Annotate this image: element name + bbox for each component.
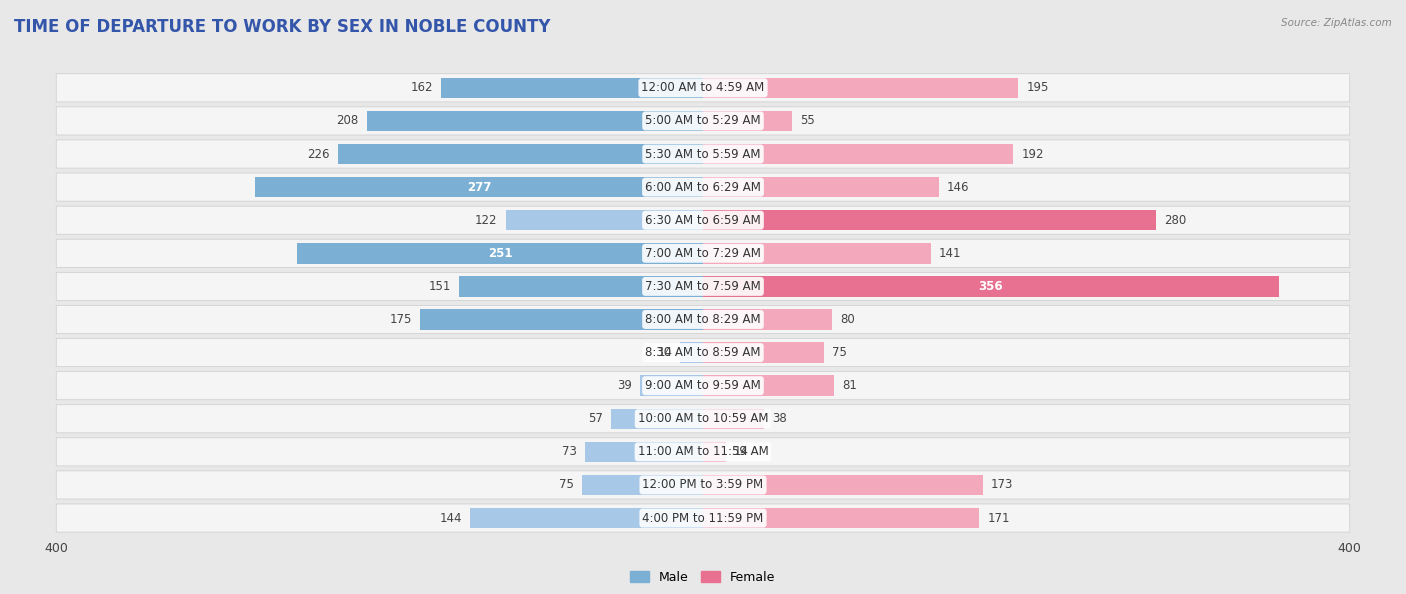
Bar bbox=[337, 144, 703, 165]
Bar bbox=[703, 177, 939, 197]
Text: Source: ZipAtlas.com: Source: ZipAtlas.com bbox=[1281, 18, 1392, 28]
Text: 175: 175 bbox=[389, 313, 412, 326]
Bar bbox=[703, 309, 832, 330]
FancyBboxPatch shape bbox=[56, 107, 1350, 135]
Text: 8:30 AM to 8:59 AM: 8:30 AM to 8:59 AM bbox=[645, 346, 761, 359]
Text: 6:00 AM to 6:29 AM: 6:00 AM to 6:29 AM bbox=[645, 181, 761, 194]
FancyBboxPatch shape bbox=[56, 339, 1350, 366]
Bar bbox=[703, 210, 1156, 230]
Bar bbox=[703, 144, 1014, 165]
Bar bbox=[610, 409, 703, 429]
Text: 57: 57 bbox=[588, 412, 603, 425]
Text: 151: 151 bbox=[429, 280, 451, 293]
Text: 80: 80 bbox=[841, 313, 855, 326]
Bar bbox=[506, 210, 703, 230]
Bar bbox=[703, 508, 980, 528]
Text: 356: 356 bbox=[979, 280, 1002, 293]
Text: 122: 122 bbox=[475, 214, 498, 227]
Bar bbox=[640, 375, 703, 396]
Text: 7:00 AM to 7:29 AM: 7:00 AM to 7:29 AM bbox=[645, 247, 761, 260]
Text: 75: 75 bbox=[832, 346, 848, 359]
FancyBboxPatch shape bbox=[56, 74, 1350, 102]
Text: 6:30 AM to 6:59 AM: 6:30 AM to 6:59 AM bbox=[645, 214, 761, 227]
Text: TIME OF DEPARTURE TO WORK BY SEX IN NOBLE COUNTY: TIME OF DEPARTURE TO WORK BY SEX IN NOBL… bbox=[14, 18, 551, 36]
Bar bbox=[458, 276, 703, 296]
Legend: Male, Female: Male, Female bbox=[630, 571, 776, 584]
Text: 12:00 AM to 4:59 AM: 12:00 AM to 4:59 AM bbox=[641, 81, 765, 94]
Bar bbox=[703, 375, 834, 396]
Text: 9:00 AM to 9:59 AM: 9:00 AM to 9:59 AM bbox=[645, 379, 761, 392]
Bar bbox=[703, 441, 725, 462]
Bar bbox=[582, 475, 703, 495]
Text: 10:00 AM to 10:59 AM: 10:00 AM to 10:59 AM bbox=[638, 412, 768, 425]
Text: 141: 141 bbox=[939, 247, 962, 260]
Bar bbox=[703, 110, 792, 131]
Bar bbox=[441, 78, 703, 98]
Text: 4:00 PM to 11:59 PM: 4:00 PM to 11:59 PM bbox=[643, 511, 763, 525]
Text: 38: 38 bbox=[772, 412, 787, 425]
Text: 226: 226 bbox=[307, 147, 329, 160]
FancyBboxPatch shape bbox=[56, 471, 1350, 499]
Text: 146: 146 bbox=[948, 181, 970, 194]
Text: 39: 39 bbox=[617, 379, 631, 392]
Text: 5:30 AM to 5:59 AM: 5:30 AM to 5:59 AM bbox=[645, 147, 761, 160]
Text: 75: 75 bbox=[558, 478, 574, 491]
Text: 192: 192 bbox=[1022, 147, 1045, 160]
Text: 55: 55 bbox=[800, 115, 814, 128]
Text: 162: 162 bbox=[411, 81, 433, 94]
Text: 251: 251 bbox=[488, 247, 512, 260]
Text: 7:30 AM to 7:59 AM: 7:30 AM to 7:59 AM bbox=[645, 280, 761, 293]
Bar bbox=[703, 342, 824, 363]
Bar bbox=[297, 243, 703, 264]
Text: 173: 173 bbox=[991, 478, 1014, 491]
Bar bbox=[420, 309, 703, 330]
FancyBboxPatch shape bbox=[56, 305, 1350, 334]
Bar bbox=[703, 475, 983, 495]
Bar bbox=[254, 177, 703, 197]
Text: 277: 277 bbox=[467, 181, 491, 194]
Bar bbox=[703, 409, 765, 429]
Text: 81: 81 bbox=[842, 379, 856, 392]
Bar bbox=[703, 276, 1278, 296]
Bar bbox=[470, 508, 703, 528]
Text: 280: 280 bbox=[1164, 214, 1187, 227]
Text: 5:00 AM to 5:29 AM: 5:00 AM to 5:29 AM bbox=[645, 115, 761, 128]
Text: 14: 14 bbox=[657, 346, 672, 359]
Text: 171: 171 bbox=[987, 511, 1010, 525]
Bar bbox=[703, 243, 931, 264]
Text: 208: 208 bbox=[336, 115, 359, 128]
FancyBboxPatch shape bbox=[56, 272, 1350, 301]
Text: 195: 195 bbox=[1026, 81, 1049, 94]
Text: 11:00 AM to 11:59 AM: 11:00 AM to 11:59 AM bbox=[638, 446, 768, 459]
FancyBboxPatch shape bbox=[56, 372, 1350, 400]
FancyBboxPatch shape bbox=[56, 140, 1350, 168]
Text: 144: 144 bbox=[440, 511, 463, 525]
FancyBboxPatch shape bbox=[56, 438, 1350, 466]
Text: 8:00 AM to 8:29 AM: 8:00 AM to 8:29 AM bbox=[645, 313, 761, 326]
FancyBboxPatch shape bbox=[56, 239, 1350, 267]
Bar bbox=[585, 441, 703, 462]
Text: 14: 14 bbox=[734, 446, 749, 459]
Text: 73: 73 bbox=[562, 446, 576, 459]
FancyBboxPatch shape bbox=[56, 504, 1350, 532]
FancyBboxPatch shape bbox=[56, 173, 1350, 201]
Bar bbox=[367, 110, 703, 131]
FancyBboxPatch shape bbox=[56, 405, 1350, 433]
Text: 12:00 PM to 3:59 PM: 12:00 PM to 3:59 PM bbox=[643, 478, 763, 491]
Bar bbox=[681, 342, 703, 363]
FancyBboxPatch shape bbox=[56, 206, 1350, 234]
Bar bbox=[703, 78, 1018, 98]
